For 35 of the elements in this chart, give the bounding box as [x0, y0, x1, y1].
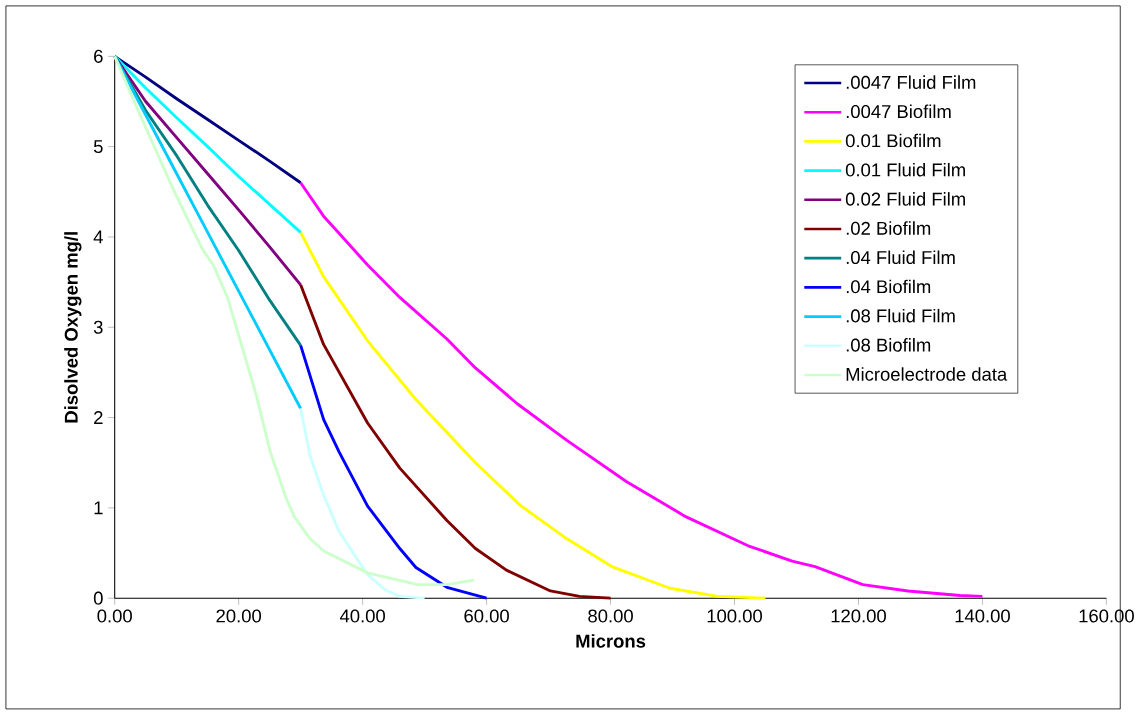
y-tick-label: 0: [93, 591, 103, 605]
legend-label: Microelectrode data: [846, 367, 1008, 381]
y-tick-label: 1: [94, 501, 103, 515]
x-tick-label: 80.00: [588, 609, 633, 623]
y-tick-label: 3: [93, 320, 103, 334]
x-tick-label: 20.00: [216, 609, 262, 623]
legend-label: .04 Biofilm: [846, 279, 931, 294]
y-tick-label: 4: [93, 230, 103, 244]
x-axis-title: Microns: [576, 634, 646, 648]
line-series: [299, 343, 489, 600]
legend-label: .08 Biofilm: [846, 338, 931, 352]
x-tick-label: 60.00: [464, 609, 509, 623]
legend-label: .02 Biofilm: [846, 221, 931, 235]
line-series: [113, 54, 303, 185]
y-tick-label: 5: [93, 140, 103, 154]
x-tick-label: 100.00: [707, 609, 763, 623]
line-series: [113, 54, 476, 587]
legend-label: 0.02 Fluid Film: [845, 192, 965, 206]
x-tick-label: 140.00: [955, 609, 1010, 623]
y-tick-label: 6: [94, 49, 103, 63]
legend-label: .0047 Fluid Film: [846, 75, 976, 89]
y-tick-label: 2: [94, 411, 103, 425]
x-tick-label: 120.00: [831, 609, 886, 623]
legend-label: .0047 Biofilm: [846, 104, 951, 119]
y-axis-title: Disolved Oxygen mg/l: [64, 232, 82, 423]
line-series: [299, 231, 767, 600]
legend-label: 0.01 Biofilm: [845, 133, 941, 148]
x-tick-label: 0.00: [97, 609, 132, 623]
line-series: [113, 54, 303, 287]
legend-label: .08 Fluid Film: [846, 308, 955, 323]
line-series: [299, 407, 427, 600]
x-tick-label: 40.00: [339, 609, 385, 623]
legend-label: .04 Fluid Film: [846, 250, 955, 265]
legend-label: 0.01 Fluid Film: [845, 163, 965, 177]
line-series: [299, 283, 612, 600]
